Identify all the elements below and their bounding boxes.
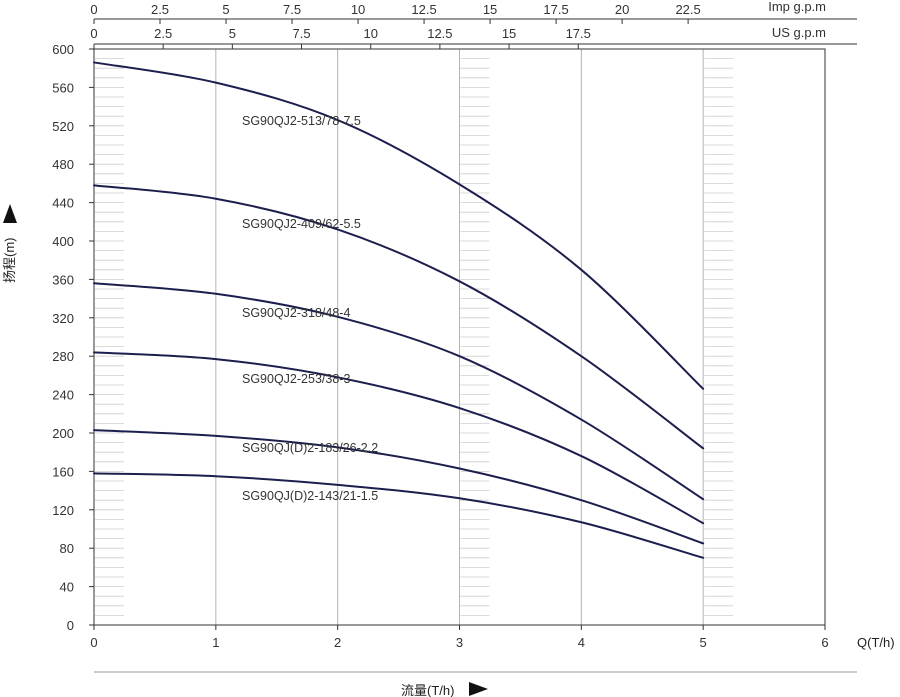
- hatched-bands: [95, 58, 734, 616]
- series-labels: SG90QJ2-513/78-7.5 SG90QJ2-409/62-5.5 SG90…: [242, 114, 378, 503]
- grid-lines: [215, 49, 704, 625]
- series-curve-3: [93, 282, 705, 501]
- top-axis-imp-gpm: 0 2.5 5 7.5 10 12.5 15 17.5 20 22.5 Imp g.p.m: [90, 0, 826, 24]
- top-axis-us-gpm: 0 2.5 5 7.5 10 12.5 15 17.5 US g.p.m: [90, 25, 826, 49]
- top-axis-2-tick-label: 10: [363, 26, 377, 41]
- y-axis-arrow-icon: [3, 204, 17, 223]
- series-label-4: SG90QJ2-253/38-3: [242, 372, 350, 386]
- x-tick-label: 4: [578, 635, 585, 650]
- plot-frame: [93, 18, 857, 673]
- x-tick-label: 5: [700, 635, 707, 650]
- top-axis-1-tick-label: 0: [90, 2, 97, 17]
- series-curve-6: [93, 472, 705, 559]
- x-axis-title: 流量(T/h): [401, 682, 488, 697]
- y-tick-label: 240: [52, 388, 74, 403]
- y-tick-label: 360: [52, 272, 74, 287]
- y-tick-label: 560: [52, 80, 74, 95]
- top-axis-2-tick-label: 12.5: [427, 26, 452, 41]
- y-tick-label: 0: [67, 618, 74, 633]
- top-axis-2-tick-label: 15: [502, 26, 516, 41]
- top-axis-1-tick-label: 17.5: [543, 2, 568, 17]
- top-axis-2-tick-label: 5: [229, 26, 236, 41]
- y-axis-ticks: 0 40 80 120 160 200 240 280 320 360 400 440 480 520 56…: [52, 42, 94, 633]
- series-label-2: SG90QJ2-409/62-5.5: [242, 217, 361, 231]
- top-axis-1-tick-label: 12.5: [411, 2, 436, 17]
- y-tick-label: 120: [52, 503, 74, 518]
- y-tick-label: 280: [52, 349, 74, 364]
- top-axis-1-tick-label: 22.5: [675, 2, 700, 17]
- series-curve-5: [93, 429, 705, 545]
- series-label-1: SG90QJ2-513/78-7.5: [242, 114, 361, 128]
- y-axis-title: 扬程(m): [2, 204, 17, 283]
- x-tick-label: 2: [334, 635, 341, 650]
- x-axis-ticks: 0 1 2 3 4 5 6: [90, 625, 829, 650]
- y-tick-label: 400: [52, 234, 74, 249]
- top-axis-1-tick-label: 15: [483, 2, 497, 17]
- x-axis-label: 流量(T/h): [401, 683, 454, 697]
- x-tick-label: 3: [456, 635, 463, 650]
- series-curve-4: [93, 351, 705, 525]
- y-tick-label: 80: [60, 541, 74, 556]
- x-unit-label: Q(T/h): [857, 635, 895, 650]
- series-label-3: SG90QJ2-318/48-4: [242, 306, 350, 320]
- top-axis-2-tick-label: 2.5: [154, 26, 172, 41]
- y-tick-label: 160: [52, 464, 74, 479]
- x-tick-label: 6: [821, 635, 828, 650]
- x-tick-label: 1: [212, 635, 219, 650]
- top-axis-2-tick-label: 7.5: [292, 26, 310, 41]
- y-tick-label: 440: [52, 196, 74, 211]
- x-tick-label: 0: [90, 635, 97, 650]
- top-axis-1-tick-label: 20: [615, 2, 629, 17]
- series-label-5: SG90QJ(D)2-183/26-2.2: [242, 441, 378, 455]
- y-tick-label: 600: [52, 42, 74, 57]
- series-curve-1: [93, 61, 705, 390]
- x-axis-arrow-icon: [469, 682, 488, 696]
- top-axis-1-tick-label: 5: [222, 2, 229, 17]
- top-axis-2-tick-label: 0: [90, 26, 97, 41]
- y-tick-label: 40: [60, 580, 74, 595]
- y-tick-label: 480: [52, 157, 74, 172]
- y-axis-label: 扬程(m): [2, 238, 17, 284]
- top-axis-1-tick-label: 2.5: [151, 2, 169, 17]
- top-axis-2-tick-label: 17.5: [566, 26, 591, 41]
- y-tick-label: 200: [52, 426, 74, 441]
- top-axis-2-unit-label: US g.p.m: [772, 25, 826, 40]
- y-tick-label: 320: [52, 311, 74, 326]
- y-tick-label: 520: [52, 119, 74, 134]
- top-axis-1-unit-label: Imp g.p.m: [768, 0, 826, 14]
- top-axis-1-tick-label: 7.5: [283, 2, 301, 17]
- series-curves: [93, 61, 705, 559]
- top-axis-1-tick-label: 10: [351, 2, 365, 17]
- series-label-6: SG90QJ(D)2-143/21-1.5: [242, 489, 378, 503]
- series-curve-2: [93, 184, 705, 450]
